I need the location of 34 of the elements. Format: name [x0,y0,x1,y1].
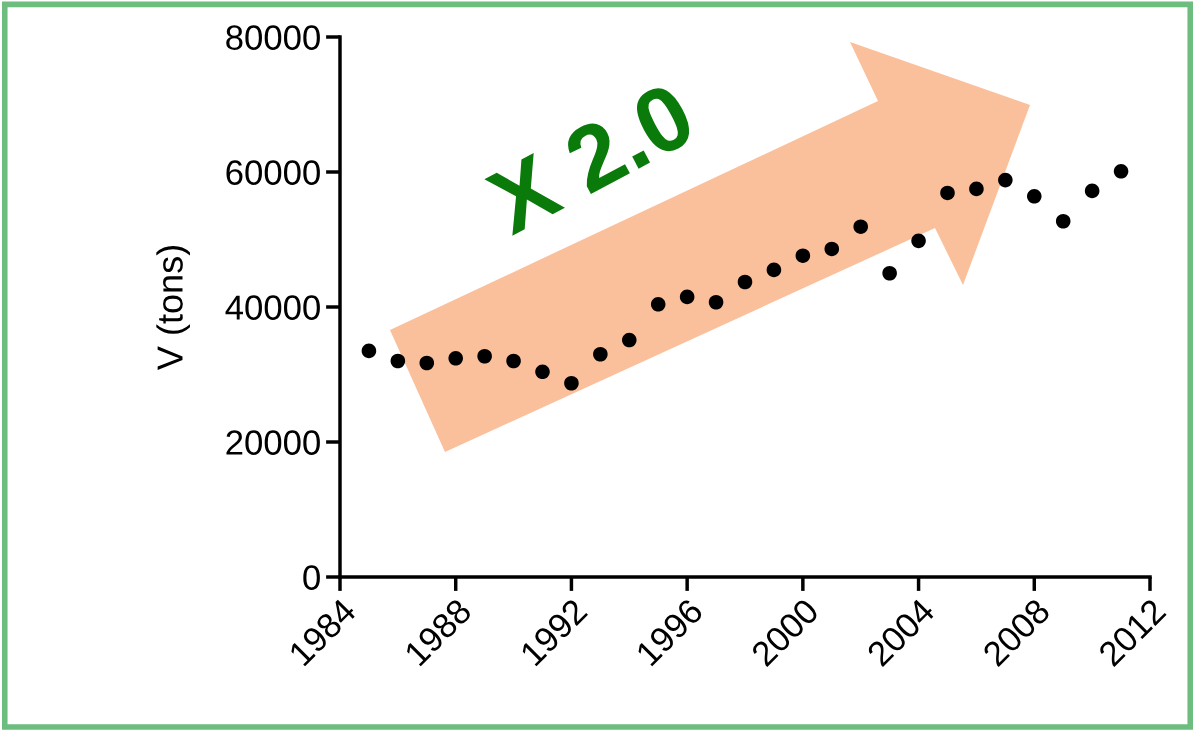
point [795,248,811,263]
point [824,241,840,257]
point [940,185,955,201]
y-tick-label: 60000 [226,160,320,185]
point [1055,213,1071,229]
point [853,219,868,234]
point [535,364,550,380]
y-tick-label: 0 [303,565,320,590]
y-axis-title: V (tons) [156,246,190,371]
y-tick-label: 20000 [226,430,320,455]
point [679,289,695,305]
point [390,353,406,369]
annotation: X 2.0 [482,80,698,237]
point [737,274,753,290]
point [1027,189,1042,204]
point [622,332,637,348]
point [506,353,521,369]
point [998,172,1013,188]
point [911,233,926,249]
point [650,297,666,312]
y-tick-label: 40000 [225,295,320,320]
point [882,265,897,281]
point [564,375,579,391]
point [1084,183,1100,199]
point [448,351,463,366]
point [1113,164,1129,179]
y-tick-label: 80000 [226,25,320,50]
point [477,348,492,364]
point [969,181,984,197]
point [419,355,435,371]
point [766,262,782,278]
point [593,346,608,362]
point [361,343,377,359]
point [708,294,724,310]
